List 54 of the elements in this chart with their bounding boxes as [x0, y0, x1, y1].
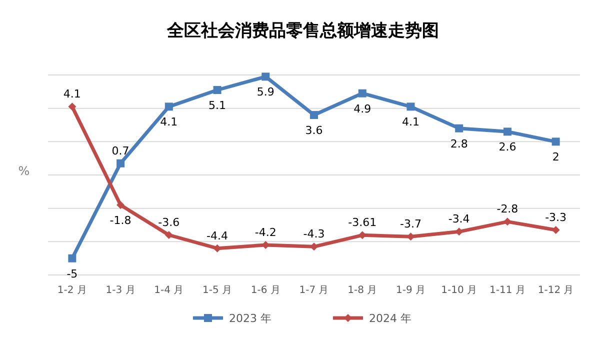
- point: [116, 201, 125, 209]
- point: [552, 226, 560, 234]
- point: [262, 72, 270, 81]
- point: [164, 231, 173, 239]
- data-label: 5.1: [208, 99, 226, 112]
- data-label: -5: [66, 267, 78, 280]
- data-label: -2.8: [496, 202, 518, 216]
- data-label: -1.8: [110, 214, 132, 227]
- data-label: 2.6: [498, 140, 516, 154]
- point: [68, 102, 76, 111]
- data-label: 4.1: [160, 116, 178, 129]
- data-label: 4.9: [354, 102, 372, 116]
- data-label: -3.6: [158, 216, 180, 229]
- point: [358, 89, 366, 98]
- data-label: -3.3: [545, 211, 567, 224]
- data-label: -4.4: [206, 229, 228, 242]
- data-label: -4.3: [303, 228, 325, 241]
- x-tick-label: 1-7 月: [299, 285, 329, 296]
- data-label: 2: [552, 150, 560, 164]
- x-tick-label: 1-10 月: [441, 285, 478, 296]
- data-label: 4.1: [402, 116, 420, 129]
- point: [406, 102, 415, 111]
- x-tick-label: 1-5 月: [202, 285, 232, 296]
- data-label: -3.61: [348, 216, 377, 230]
- legend-label: 2024 年: [369, 312, 412, 325]
- x-tick-label: 1-9 月: [396, 285, 426, 296]
- x-tick-label: 1-3 月: [106, 285, 136, 296]
- legend-label: 2023 年: [229, 312, 272, 325]
- x-tick-label: 1-11 月: [490, 285, 526, 296]
- point: [455, 228, 464, 236]
- x-tick-label: 1-2 月: [57, 285, 87, 296]
- data-label: 5.9: [256, 86, 274, 99]
- point: [164, 102, 173, 111]
- data-label: 4.1: [63, 88, 81, 101]
- x-tick-label: 1-6 月: [250, 285, 280, 296]
- data-label: -3.4: [448, 212, 470, 226]
- point: [455, 124, 464, 132]
- data-label: -3.7: [400, 218, 422, 231]
- data-label: 3.6: [305, 124, 323, 137]
- chart-title: 全区社会消费品零售总额增速走势图: [166, 21, 439, 41]
- data-label: 2.8: [450, 137, 468, 150]
- x-tick-label: 1-4 月: [154, 285, 184, 296]
- data-label: -4.2: [254, 226, 276, 239]
- point: [503, 218, 512, 226]
- point: [552, 138, 560, 146]
- data-label: 0.7: [112, 144, 130, 158]
- point: [213, 86, 222, 94]
- x-tick-label: 1-8 月: [348, 285, 378, 296]
- point: [310, 111, 318, 119]
- point: [68, 254, 76, 262]
- point: [503, 128, 512, 136]
- point: [116, 159, 125, 168]
- y-axis-title: %: [18, 164, 30, 178]
- x-tick-label: 1-12 月: [538, 285, 574, 296]
